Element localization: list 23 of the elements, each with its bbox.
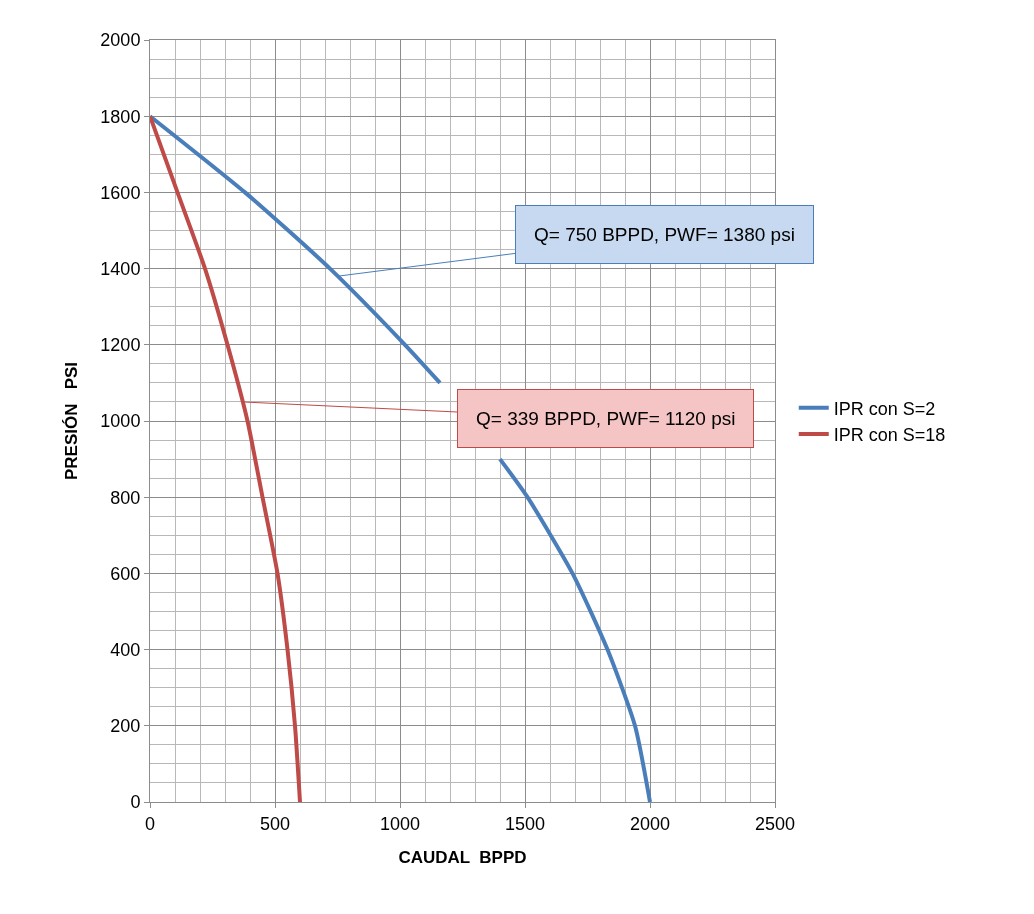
y-tick-label: 1600 [100,182,141,203]
y-tick-label: 200 [110,716,141,737]
x-tick-label: 0 [144,813,156,834]
y-tick-label: 1800 [100,106,141,127]
legend-label: IPR con S=2 [833,398,936,419]
legend-label: IPR con S=18 [833,425,946,446]
annotation: Q= 750 BPPD, PWF= 1380 psi [534,224,795,245]
y-axis-title: PRESIÓN PSI [61,361,81,481]
y-tick-label: 0 [130,792,141,813]
y-tick-label: 1200 [100,335,141,356]
x-axis-title: CAUDAL BPPD [398,848,527,867]
annotation: Q= 339 BPPD, PWF= 1120 psi [476,408,736,429]
y-tick-label: 1000 [100,411,141,432]
y-tick-label: 2000 [100,30,141,51]
y-tick-label: 1400 [100,258,141,279]
y-tick-label: 400 [110,639,141,660]
x-tick-label: 2000 [629,813,671,834]
x-tick-label: 500 [259,813,291,834]
y-tick-label: 600 [110,563,141,584]
x-tick-label: 2500 [754,813,796,834]
y-tick-label: 800 [110,487,141,508]
x-tick-label: 1500 [504,813,546,834]
x-tick-label: 1000 [379,813,421,834]
